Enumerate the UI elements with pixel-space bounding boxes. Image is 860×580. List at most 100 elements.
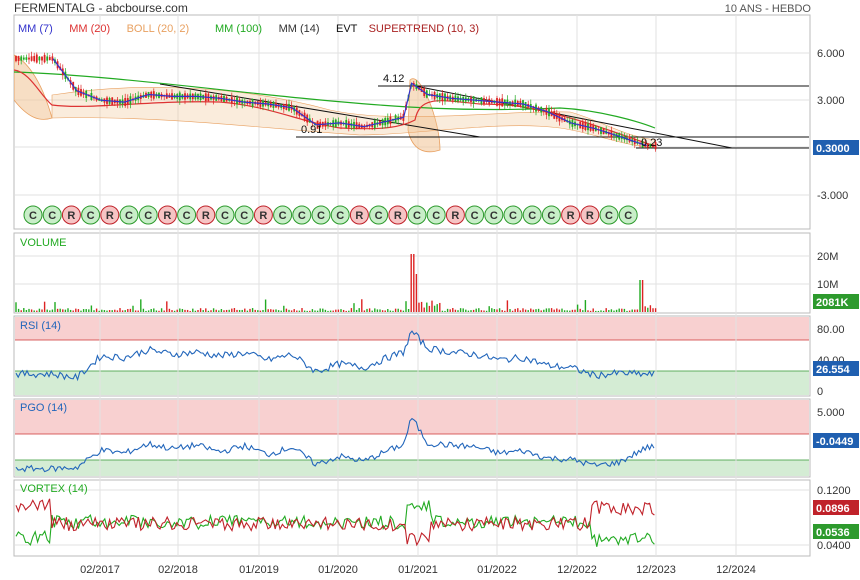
volume-bar (124, 310, 126, 312)
signal-letter: R (394, 210, 402, 222)
signal-circle (311, 205, 331, 225)
vortex-tick: 0.0400 (817, 540, 851, 552)
last-rsi-badge (813, 361, 859, 376)
candle-body (33, 55, 36, 62)
volume-bar (509, 309, 511, 312)
signal-letter: C (240, 210, 248, 222)
volume-bar (368, 308, 371, 312)
candle-body (649, 143, 652, 148)
volume-bar (358, 308, 360, 312)
volume-bar (394, 308, 397, 312)
volume-bar (160, 308, 163, 312)
signal-circle (561, 205, 581, 225)
signal-circle (292, 205, 312, 225)
volume-bar (397, 308, 399, 312)
signal-letter: C (29, 210, 37, 222)
volume-bar (301, 308, 303, 312)
volume-bar (285, 308, 288, 312)
volume-bar (298, 310, 301, 312)
volume-bar (218, 310, 220, 312)
volume-bar (90, 305, 93, 312)
signal-badge: C (273, 205, 293, 225)
signal-badge: C (465, 205, 485, 225)
signal-circle (599, 205, 619, 225)
volume-bar (20, 310, 22, 312)
volume-bar (329, 310, 332, 312)
volume-bar (176, 309, 178, 312)
volume-bar (199, 308, 202, 312)
volume-bar (88, 309, 90, 312)
signal-badge: C (23, 205, 43, 225)
signal-badge: C (234, 205, 254, 225)
rsi-tick: 80.00 (817, 324, 845, 336)
volume-bar (498, 308, 501, 312)
volume-bar (244, 308, 246, 312)
signal-circle (81, 205, 101, 225)
indicator-legend: MM (7) MM (20) BOLL (20, 2) MM (100) MM (14)… (18, 23, 479, 35)
signal-badge: C (215, 205, 235, 225)
volume-bar (553, 309, 555, 312)
signal-circle (234, 205, 254, 225)
volume-bar (251, 308, 254, 312)
volume-bar (501, 310, 503, 312)
volume-bar (95, 308, 98, 312)
volume-bar (80, 310, 82, 312)
signal-circle (426, 205, 446, 225)
volume-bar (67, 308, 69, 312)
pgo-tick: 5.000 (817, 407, 845, 419)
volume-bar (452, 308, 454, 312)
volume-bar (23, 308, 25, 312)
volume-bar (566, 310, 568, 312)
volume-bar (407, 309, 410, 312)
volume-bar (457, 310, 459, 312)
volume-bar (584, 300, 587, 312)
rsi-overbought-zone (15, 317, 809, 340)
volume-bar (550, 308, 553, 312)
volume-bar (270, 309, 272, 312)
signal-badge: R (445, 205, 465, 225)
signal-letter: C (528, 210, 536, 222)
vertical-gridlines (99, 15, 737, 556)
vortex-minus-badge (813, 500, 859, 515)
last-volume-badge (813, 294, 859, 309)
volume-bar (428, 305, 431, 312)
signal-circle (522, 205, 542, 225)
volume-bar (556, 308, 558, 312)
last-pgo-badge (813, 433, 859, 448)
volume-bar (389, 310, 392, 312)
volume-bar (636, 309, 639, 312)
volume-bar (75, 308, 77, 312)
volume-bar (537, 308, 540, 312)
volume-bar (353, 303, 355, 312)
signal-badge: R (157, 205, 177, 225)
volume-bar (254, 309, 256, 312)
signal-letter: C (413, 210, 421, 222)
volume-bar (504, 310, 506, 312)
volume-bar (189, 310, 191, 312)
volume-bar (17, 308, 20, 312)
volume-bar (639, 280, 641, 312)
volume-bar (561, 308, 563, 312)
volume-bar (319, 308, 321, 312)
volume-bar (85, 309, 87, 312)
volume-tick: 20M (817, 251, 838, 263)
signal-circle (42, 205, 62, 225)
volume-bar (205, 308, 207, 312)
candle-body (28, 57, 30, 60)
legend-item: SUPERTREND (10, 3) (369, 23, 479, 35)
signal-badge: C (407, 205, 427, 225)
candle-body (30, 56, 33, 61)
signal-letter: C (624, 210, 632, 222)
volume-bar (194, 310, 197, 312)
volume-bar (374, 308, 376, 312)
volume-bar (626, 310, 628, 312)
signal-circle (484, 205, 504, 225)
vortex-plus-line (15, 500, 655, 547)
volume-bar (272, 309, 275, 312)
signal-letter: C (336, 210, 344, 222)
candle-body (38, 56, 41, 61)
last-price-value: 0.3000 (816, 143, 850, 155)
signal-circle (541, 205, 561, 225)
signal-letter: R (259, 210, 267, 222)
